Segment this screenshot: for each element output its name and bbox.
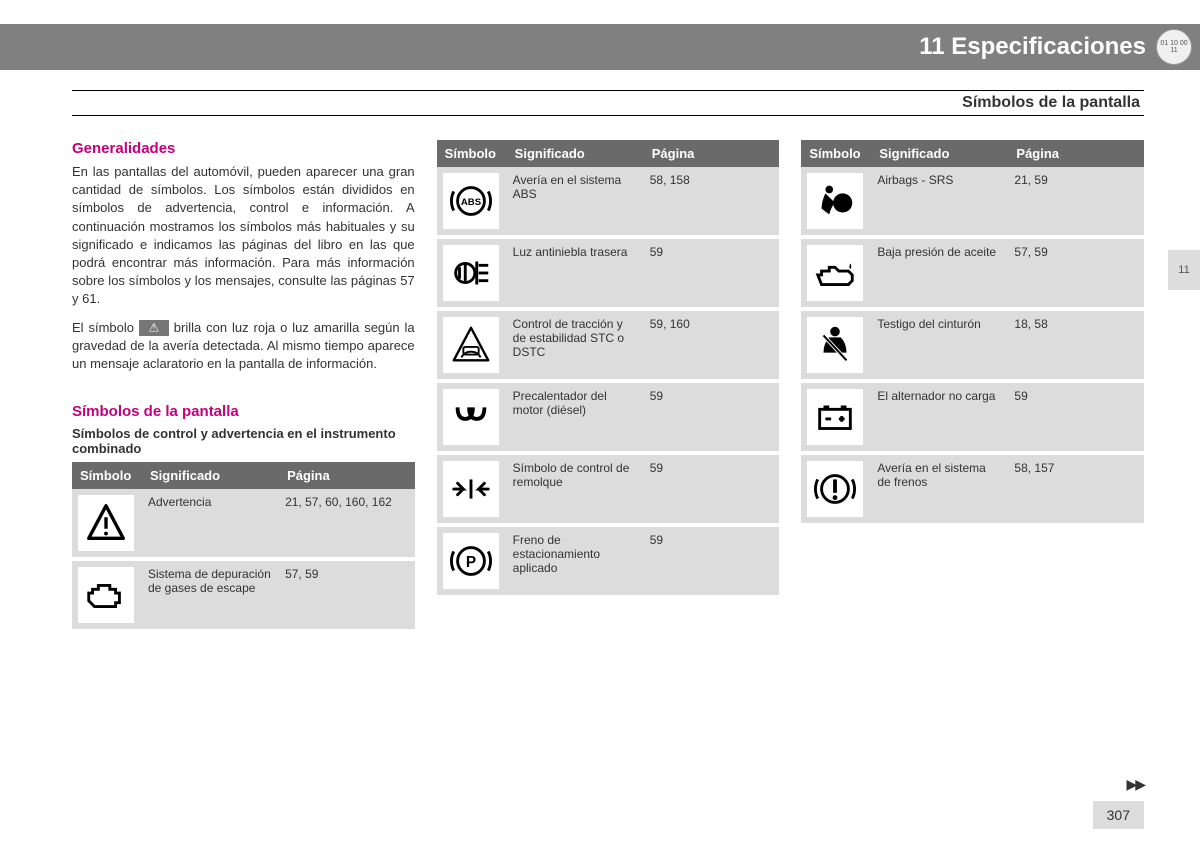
meaning-cell: Sistema de depuración de gases de escape bbox=[142, 559, 279, 631]
th-meaning: Significado bbox=[871, 140, 1008, 167]
page-cell: 59 bbox=[644, 525, 780, 597]
symbol-cell bbox=[801, 167, 871, 237]
th-symbol: Símbolo bbox=[72, 462, 142, 489]
table-row: Sistema de depuración de gases de escape… bbox=[72, 559, 415, 631]
symbol-cell bbox=[437, 453, 507, 525]
warning-icon bbox=[78, 495, 134, 551]
traction-icon bbox=[443, 317, 499, 373]
table-row: Freno de estacionamiento aplicado59 bbox=[437, 525, 780, 597]
engine-icon bbox=[78, 567, 134, 623]
symbol-cell bbox=[801, 381, 871, 453]
side-tab: 11 bbox=[1168, 250, 1200, 290]
meaning-cell: Control de tracción y de estabilidad STC… bbox=[507, 309, 644, 381]
page-cell: 18, 58 bbox=[1008, 309, 1144, 381]
page-cell: 58, 158 bbox=[644, 167, 780, 237]
page-cell: 59 bbox=[1008, 381, 1144, 453]
symbol-cell bbox=[72, 489, 142, 559]
page-number: 307 bbox=[1093, 801, 1144, 829]
symbol-table-b: Símbolo Significado Página Avería en el … bbox=[437, 140, 780, 599]
meaning-cell: Advertencia bbox=[142, 489, 279, 559]
page-cell: 21, 59 bbox=[1008, 167, 1144, 237]
battery-icon bbox=[807, 389, 863, 445]
body-paragraph-1: En las pantallas del automóvil, pueden a… bbox=[72, 163, 415, 309]
symbol-cell bbox=[437, 167, 507, 237]
page-cell: 57, 59 bbox=[279, 559, 415, 631]
table-row: Airbags - SRS21, 59 bbox=[801, 167, 1144, 237]
meaning-cell: Avería en el sistema ABS bbox=[507, 167, 644, 237]
table-row: Advertencia21, 57, 60, 160, 162 bbox=[72, 489, 415, 559]
symbol-table-c: Símbolo Significado Página Airbags - SRS… bbox=[801, 140, 1144, 527]
column-1: Generalidades En las pantallas del autom… bbox=[72, 140, 415, 787]
table-row: Precalentador del motor (diésel)59 bbox=[437, 381, 780, 453]
th-symbol: Símbolo bbox=[437, 140, 507, 167]
side-tab-number: 11 bbox=[1168, 250, 1200, 290]
subheading-control: Símbolos de control y advertencia en el … bbox=[72, 426, 415, 456]
table-b-body: Avería en el sistema ABS58, 158Luz antin… bbox=[437, 167, 780, 597]
subtitle-bar: Símbolos de la pantalla bbox=[72, 90, 1144, 116]
heading-simbolos: Símbolos de la pantalla bbox=[72, 403, 415, 420]
table-row: Avería en el sistema ABS58, 158 bbox=[437, 167, 780, 237]
meaning-cell: Testigo del cinturón bbox=[871, 309, 1008, 381]
symbol-cell bbox=[801, 309, 871, 381]
page-cell: 59, 160 bbox=[644, 309, 780, 381]
meaning-cell: Precalentador del motor (diésel) bbox=[507, 381, 644, 453]
table-row: Símbolo de control de remolque59 bbox=[437, 453, 780, 525]
brake-icon bbox=[807, 461, 863, 517]
airbag-icon bbox=[807, 173, 863, 229]
page-cell: 59 bbox=[644, 381, 780, 453]
warning-inline-icon bbox=[139, 320, 169, 336]
meaning-cell: Luz antiniebla trasera bbox=[507, 237, 644, 309]
abs-icon bbox=[443, 173, 499, 229]
meaning-cell: Airbags - SRS bbox=[871, 167, 1008, 237]
symbol-cell bbox=[437, 525, 507, 597]
page-cell: 21, 57, 60, 160, 162 bbox=[279, 489, 415, 559]
seatbelt-icon bbox=[807, 317, 863, 373]
table-row: Avería en el sistema de frenos58, 157 bbox=[801, 453, 1144, 525]
meaning-cell: El alternador no carga bbox=[871, 381, 1008, 453]
th-page: Página bbox=[279, 462, 415, 489]
table-row: Luz antiniebla trasera59 bbox=[437, 237, 780, 309]
meaning-cell: Avería en el sistema de frenos bbox=[871, 453, 1008, 525]
chapter-title: 11 Especificaciones bbox=[919, 33, 1146, 61]
th-symbol: Símbolo bbox=[801, 140, 871, 167]
rearfog-icon bbox=[443, 245, 499, 301]
parking-icon bbox=[443, 533, 499, 589]
th-page: Página bbox=[644, 140, 780, 167]
table-c-body: Airbags - SRS21, 59Baja presión de aceit… bbox=[801, 167, 1144, 525]
table-row: Control de tracción y de estabilidad STC… bbox=[437, 309, 780, 381]
body-paragraph-2: El símbolo brilla con luz roja o luz ama… bbox=[72, 319, 415, 374]
brand-logo-icon: 01 10 00 11 bbox=[1156, 29, 1192, 65]
symbol-cell bbox=[801, 237, 871, 309]
symbol-cell bbox=[437, 309, 507, 381]
preheat-icon bbox=[443, 389, 499, 445]
content-columns: Generalidades En las pantallas del autom… bbox=[72, 140, 1144, 787]
symbol-cell bbox=[437, 237, 507, 309]
column-3: Símbolo Significado Página Airbags - SRS… bbox=[801, 140, 1144, 787]
table-row: Testigo del cinturón18, 58 bbox=[801, 309, 1144, 381]
page-cell: 57, 59 bbox=[1008, 237, 1144, 309]
meaning-cell: Baja presión de aceite bbox=[871, 237, 1008, 309]
page-cell: 59 bbox=[644, 237, 780, 309]
column-2: Símbolo Significado Página Avería en el … bbox=[437, 140, 780, 787]
continue-icon: ▶▶ bbox=[1126, 776, 1144, 793]
symbol-table-a: Símbolo Significado Página Advertencia21… bbox=[72, 462, 415, 633]
trailer-icon bbox=[443, 461, 499, 517]
oil-icon bbox=[807, 245, 863, 301]
symbol-cell bbox=[801, 453, 871, 525]
th-meaning: Significado bbox=[507, 140, 644, 167]
heading-generalidades: Generalidades bbox=[72, 140, 415, 157]
symbol-cell bbox=[72, 559, 142, 631]
page-cell: 58, 157 bbox=[1008, 453, 1144, 525]
meaning-cell: Símbolo de control de remolque bbox=[507, 453, 644, 525]
header-bar: 11 Especificaciones 01 10 00 11 bbox=[0, 24, 1200, 70]
meaning-cell: Freno de estacionamiento aplicado bbox=[507, 525, 644, 597]
table-row: El alternador no carga59 bbox=[801, 381, 1144, 453]
symbol-cell bbox=[437, 381, 507, 453]
th-page: Página bbox=[1008, 140, 1144, 167]
subtitle-text: Símbolos de la pantalla bbox=[962, 94, 1140, 112]
table-row: Baja presión de aceite57, 59 bbox=[801, 237, 1144, 309]
page-cell: 59 bbox=[644, 453, 780, 525]
table-a-body: Advertencia21, 57, 60, 160, 162Sistema d… bbox=[72, 489, 415, 631]
th-meaning: Significado bbox=[142, 462, 279, 489]
